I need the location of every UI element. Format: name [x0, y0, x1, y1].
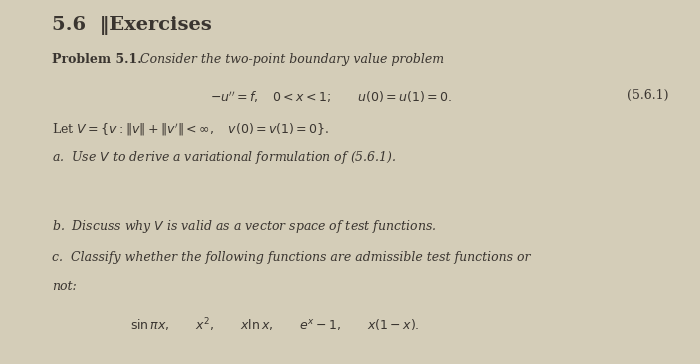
Text: (5.6.1): (5.6.1) — [626, 89, 668, 102]
Text: b.  Discuss why $V$ is valid as a vector space of test functions.: b. Discuss why $V$ is valid as a vector … — [52, 218, 437, 236]
Text: c.  Classify whether the following functions are admissible test functions or: c. Classify whether the following functi… — [52, 251, 531, 264]
Text: not:: not: — [52, 280, 77, 293]
Text: Let $V = \{v : \|v\| + \|v'\| < \infty, \quad v(0) = v(1) = 0\}$.: Let $V = \{v : \|v\| + \|v'\| < \infty, … — [52, 122, 330, 138]
Text: $-u'' = f, \quad 0 < x < 1; \qquad u(0) = u(1) = 0.$: $-u'' = f, \quad 0 < x < 1; \qquad u(0) … — [210, 89, 452, 105]
Text: $\sin \pi x, \qquad x^2, \qquad x \ln x, \qquad e^x - 1, \qquad x(1-x).$: $\sin \pi x, \qquad x^2, \qquad x \ln x,… — [130, 317, 419, 334]
Text: a.  Use $V$ to derive a variational formulation of (5.6.1).: a. Use $V$ to derive a variational formu… — [52, 149, 397, 166]
Text: Problem 5.1.: Problem 5.1. — [52, 53, 142, 66]
Text: 5.6  ‖Exercises: 5.6 ‖Exercises — [52, 16, 212, 35]
Text: Consider the two-point boundary value problem: Consider the two-point boundary value pr… — [136, 53, 444, 66]
